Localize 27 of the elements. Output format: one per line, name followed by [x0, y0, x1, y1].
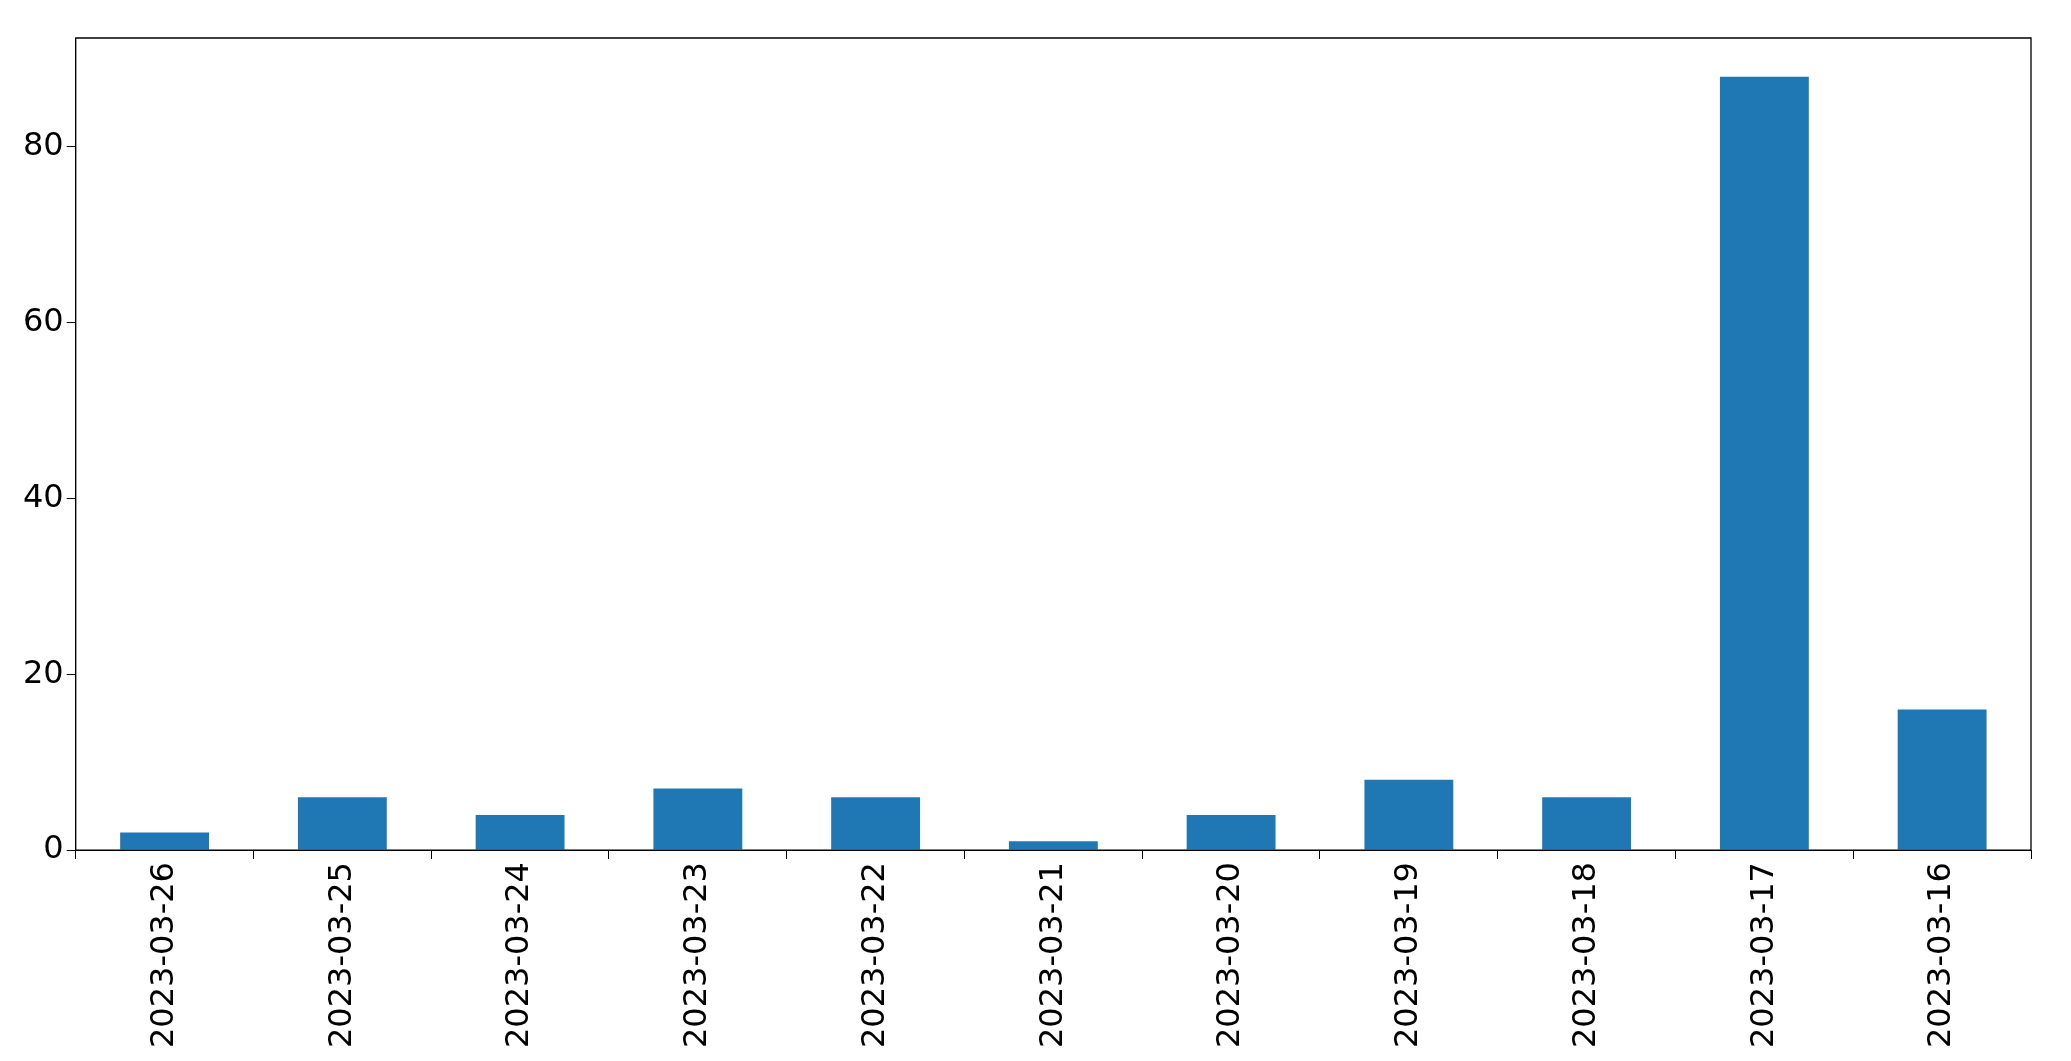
y-tick-label: 20: [23, 652, 64, 691]
x-tick-label: 2023-03-23: [676, 862, 715, 1048]
bar: [1719, 76, 1809, 850]
x-tick-label: 2023-03-19: [1387, 862, 1426, 1048]
bar: [1186, 814, 1276, 850]
y-tick-label: 60: [23, 301, 64, 340]
y-tick-label: 0: [43, 828, 64, 867]
x-tick-label: 2023-03-18: [1564, 862, 1603, 1048]
y-tick-label: 40: [23, 476, 64, 515]
bar: [1008, 841, 1098, 850]
bar: [120, 832, 210, 850]
bar: [831, 797, 921, 850]
bar: [1897, 709, 1987, 850]
x-tick-label: 2023-03-22: [853, 862, 892, 1048]
x-tick-label: 2023-03-20: [1209, 862, 1248, 1048]
x-tick-label: 2023-03-21: [1031, 862, 1070, 1048]
bar: [1542, 797, 1632, 850]
bar: [653, 788, 743, 850]
y-tick-label: 80: [23, 125, 64, 164]
x-tick-label: 2023-03-17: [1742, 862, 1781, 1048]
bar: [297, 797, 387, 850]
bar: [1364, 779, 1454, 850]
x-tick-label: 2023-03-26: [142, 862, 181, 1048]
x-tick-label: 2023-03-24: [498, 862, 537, 1048]
bar: [475, 814, 565, 850]
x-tick-label: 2023-03-16: [1920, 862, 1959, 1048]
x-tick-label: 2023-03-25: [320, 862, 359, 1048]
